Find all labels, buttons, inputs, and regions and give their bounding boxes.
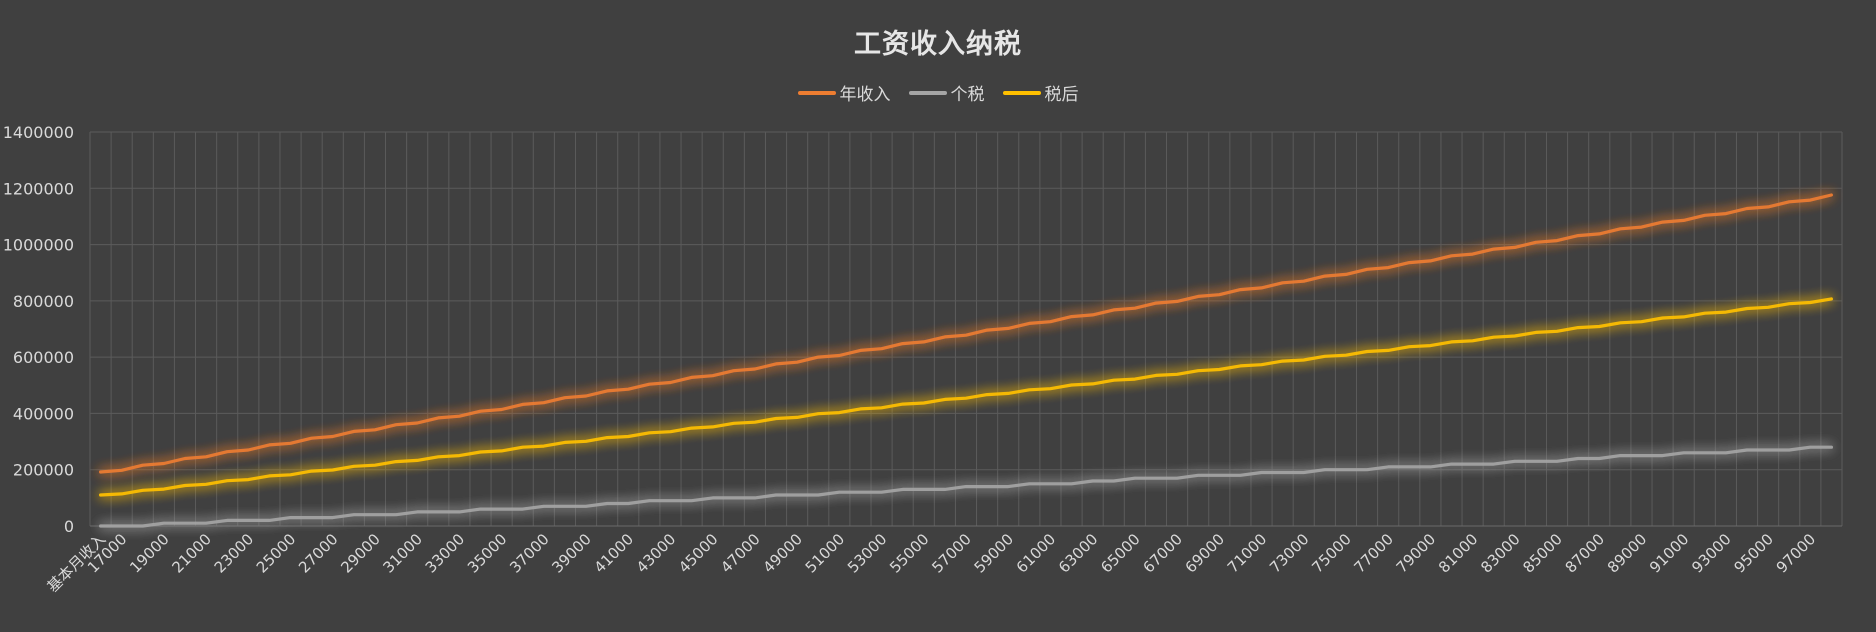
x-tick-label: 21000 <box>168 530 214 576</box>
x-tick-label: 71000 <box>1224 530 1270 576</box>
legend-label-after-tax: 税后 <box>1044 85 1079 105</box>
x-tick-label: 39000 <box>548 530 594 576</box>
x-tick-label: 53000 <box>844 530 890 576</box>
legend-label-tax: 个税 <box>950 85 985 105</box>
x-tick-label: 69000 <box>1182 530 1228 576</box>
x-tick-label: 47000 <box>717 530 763 576</box>
x-tick-label: 91000 <box>1646 530 1692 576</box>
x-tick-label: 35000 <box>464 530 510 576</box>
y-tick-label: 400000 <box>13 404 74 423</box>
x-tick-label: 43000 <box>633 530 679 576</box>
series-line-annual-income <box>98 193 1834 474</box>
y-tick-label: 1200000 <box>3 179 74 198</box>
x-tick-label: 65000 <box>1097 530 1143 576</box>
chart-legend: 年收入 个税 税后 <box>0 80 1876 105</box>
y-tick-label: 800000 <box>13 292 74 311</box>
x-tick-label: 77000 <box>1351 530 1397 576</box>
x-tick-label: 37000 <box>506 530 552 576</box>
x-tick-label: 93000 <box>1688 530 1734 576</box>
x-tick-label: 29000 <box>337 530 383 576</box>
x-tick-label: 79000 <box>1393 530 1439 576</box>
y-tick-label: 1000000 <box>3 236 74 255</box>
legend-swatch-annual-income <box>797 90 836 95</box>
y-tick-label: 0 <box>64 517 74 536</box>
y-tick-label: 1400000 <box>3 123 74 142</box>
x-tick-label: 61000 <box>1013 530 1059 576</box>
x-tick-label: 45000 <box>675 530 721 576</box>
series-line-after-tax <box>98 297 1834 497</box>
y-tick-label: 600000 <box>13 348 74 367</box>
x-tick-label: 89000 <box>1604 530 1650 576</box>
legend-item-annual-income: 年收入 <box>797 80 891 105</box>
y-tick-label: 200000 <box>13 461 74 480</box>
x-tick-label: 23000 <box>211 530 257 576</box>
legend-swatch-after-tax <box>1002 90 1041 95</box>
x-tick-label: 81000 <box>1435 530 1481 576</box>
x-tick-label: 75000 <box>1308 530 1354 576</box>
x-tick-label: 73000 <box>1266 530 1312 576</box>
x-tick-label: 59000 <box>971 530 1017 576</box>
x-tick-label: 25000 <box>253 530 299 576</box>
x-tick-label: 51000 <box>802 530 848 576</box>
x-tick-label: 55000 <box>886 530 932 576</box>
x-tick-label: 95000 <box>1730 530 1776 576</box>
x-tick-label: 49000 <box>759 530 805 576</box>
legend-label-annual-income: 年收入 <box>839 85 891 105</box>
x-tick-label: 63000 <box>1055 530 1101 576</box>
legend-swatch-tax <box>908 90 947 95</box>
x-tick-label: 41000 <box>591 530 637 576</box>
x-tick-label: 27000 <box>295 530 341 576</box>
legend-item-after-tax: 税后 <box>1002 80 1079 105</box>
x-tick-label: 85000 <box>1519 530 1565 576</box>
x-tick-label: 19000 <box>126 530 172 576</box>
x-tick-label: 97000 <box>1773 530 1819 576</box>
x-tick-label: 83000 <box>1477 530 1523 576</box>
legend-item-tax: 个税 <box>908 80 985 105</box>
chart-title: 工资收入纳税 <box>854 29 1022 60</box>
x-tick-label: 33000 <box>422 530 468 576</box>
x-tick-label: 31000 <box>380 530 426 576</box>
x-tick-label: 67000 <box>1139 530 1185 576</box>
x-tick-label: 57000 <box>928 530 974 576</box>
series-line-tax <box>98 445 1834 528</box>
x-tick-label: 87000 <box>1562 530 1608 576</box>
